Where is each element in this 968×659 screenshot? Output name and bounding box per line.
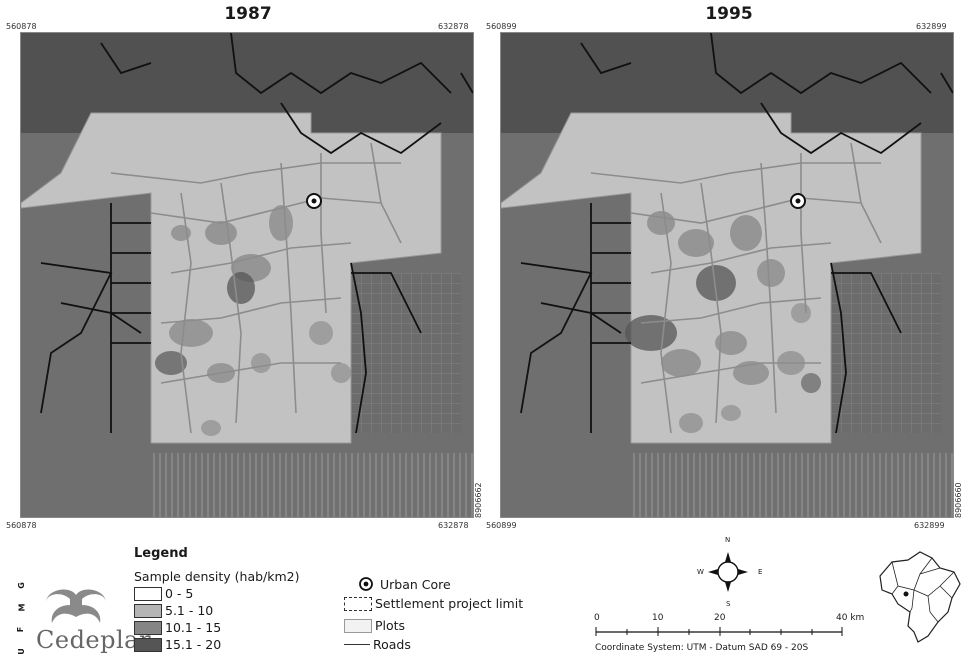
- settlement-limit-label: Settlement project limit: [375, 596, 524, 611]
- compass-n: N: [725, 536, 731, 544]
- coord-bottom-right-2: 632899: [914, 521, 945, 530]
- roads-black: [40, 33, 473, 434]
- map-panel-1987[interactable]: [20, 32, 474, 518]
- coord-bottom-left-2: 560899: [486, 521, 517, 530]
- study-area-marker: [903, 591, 909, 597]
- density-label: 10.1 - 15: [165, 620, 222, 635]
- map-title-1987: 1987: [224, 4, 272, 24]
- legend-density-class: 5.1 - 10: [134, 603, 213, 618]
- legend-density-class: 15.1 - 20: [134, 637, 221, 652]
- roads-label: Roads: [373, 637, 411, 652]
- urban-core-marker-1995: [790, 193, 806, 209]
- density-label: 0 - 5: [165, 586, 194, 601]
- legend-urban-core: Urban Core: [358, 576, 451, 592]
- roads-grey: [110, 142, 402, 434]
- scale-tick: 40 km: [836, 613, 865, 623]
- map-panel-1995[interactable]: [500, 32, 954, 518]
- density-swatch: [134, 586, 162, 601]
- ufmg-letter: F: [16, 626, 26, 633]
- ufmg-acronym: G M F U: [16, 575, 30, 655]
- density-label: 15.1 - 20: [165, 637, 222, 652]
- map-canvas-1987: [21, 33, 473, 517]
- roads-black-2: [520, 33, 953, 434]
- compass-s: S: [726, 600, 731, 608]
- ufmg-letter: U: [16, 648, 26, 655]
- compass-e: E: [758, 568, 763, 576]
- coord-top-left: 560878: [6, 22, 37, 31]
- deforestation-pattern: [151, 453, 473, 517]
- density-swatch: [134, 637, 162, 652]
- brazil-locator-map-icon: [879, 551, 961, 643]
- coord-top-right: 632878: [438, 22, 469, 31]
- urban-core-label: Urban Core: [380, 576, 451, 592]
- coord-top-right-2: 632899: [916, 22, 947, 31]
- compass-rose-icon: [708, 552, 748, 592]
- plots-swatch: [344, 618, 372, 633]
- coord-top-left-2: 560899: [486, 22, 517, 31]
- density-label: 5.1 - 10: [165, 603, 214, 618]
- scale-bar: [595, 627, 843, 636]
- map-title-1995: 1995: [705, 4, 753, 24]
- legend-plots: Plots: [344, 618, 405, 633]
- density-title: Sample density (hab/km2): [134, 569, 300, 584]
- scale-tick: 20: [714, 613, 726, 623]
- urban-core-marker-1987: [306, 193, 322, 209]
- legend-density-class: 10.1 - 15: [134, 620, 221, 635]
- legend-settlement-limit: Settlement project limit: [344, 596, 523, 611]
- map-canvas-1995: [501, 33, 953, 517]
- coord-bottom-left: 560878: [6, 521, 37, 530]
- plots-label: Plots: [375, 618, 406, 633]
- roads-grey-2: [590, 142, 882, 434]
- coord-right-y-2: 8906660: [954, 482, 963, 518]
- scale-tick: 10: [652, 613, 664, 623]
- institution-name: Cedeplar: [36, 626, 151, 654]
- settlement-limit-swatch: [344, 596, 372, 611]
- cedeplar-logo-icon: [46, 589, 106, 623]
- legend-roads: Roads: [344, 637, 411, 652]
- coord-right-y: 8906662: [474, 482, 483, 518]
- urban-core-icon: [359, 577, 373, 591]
- density-swatch: [134, 620, 162, 635]
- ufmg-letter: M: [17, 603, 27, 612]
- ufmg-letter: G: [16, 582, 26, 589]
- roads-swatch: [344, 644, 370, 645]
- compass-w: W: [697, 568, 704, 576]
- legend-density-class: 0 - 5: [134, 586, 193, 601]
- density-swatch: [134, 603, 162, 618]
- legend-title: Legend: [134, 546, 188, 561]
- coord-bottom-right: 632878: [438, 521, 469, 530]
- coordinate-system-note: Coordinate System: UTM - Datum SAD 69 - …: [595, 643, 809, 653]
- scale-tick: 0: [594, 613, 600, 623]
